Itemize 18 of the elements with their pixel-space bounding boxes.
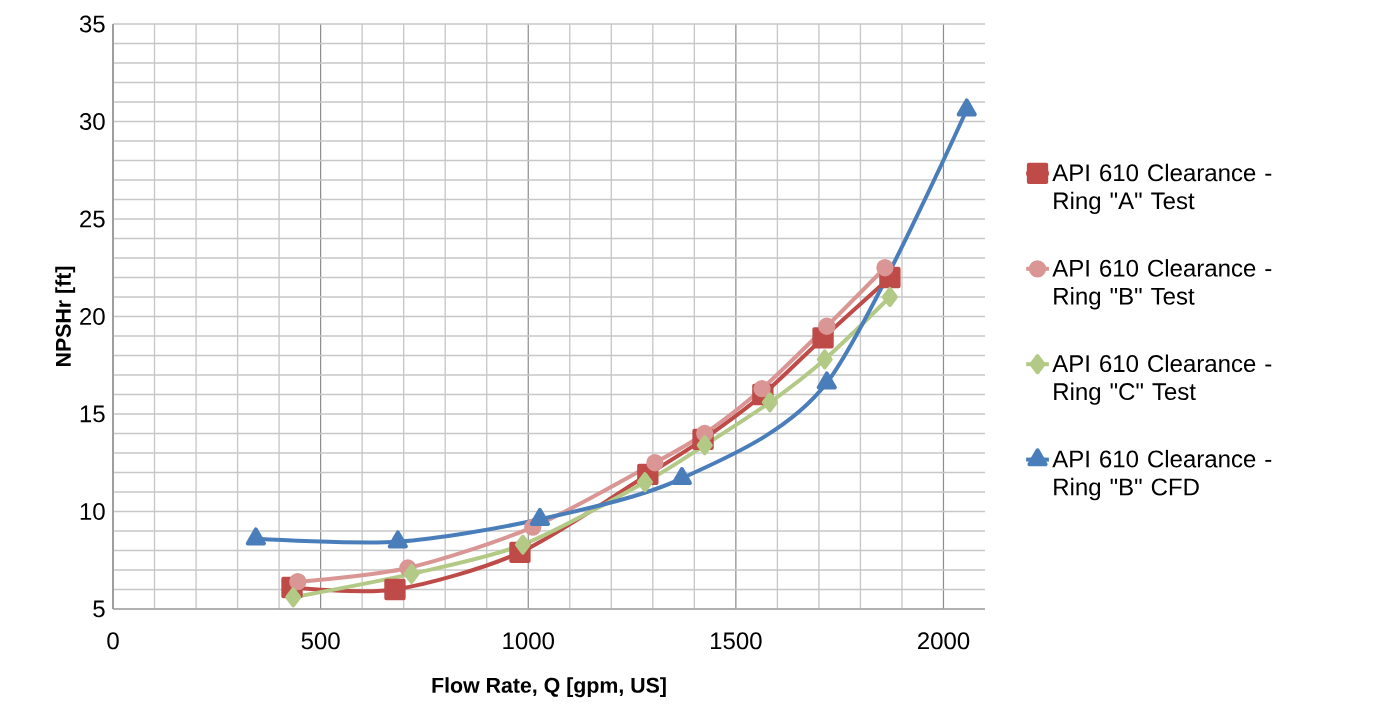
x-tick-label: 0 [107,632,119,650]
legend-label: API 610 Clearance - Ring "C" Test [1052,354,1272,405]
legend-label: API 610 Clearance - Ring "A" Test [1052,163,1272,215]
x-axis-title: Flow Rate, Q [gpm, US] [432,677,666,698]
y-tick-label: 10 [80,502,105,520]
y-tick-label: 30 [79,112,105,130]
legend-label: API 610 Clearance - Ring "B" CFD [1052,449,1272,501]
y-tick-label: 20 [80,307,105,325]
y-tick-label: 35 [79,15,105,33]
y-axis-title: NPSHr [ft] [55,266,76,367]
y-tick-label: 15 [80,405,105,423]
legend-label: API 610 Clearance - Ring "B" Test [1052,259,1272,310]
x-tick-label: 1000 [503,632,555,650]
x-tick-label: 1500 [710,632,762,650]
y-tick-label: 25 [80,210,105,228]
x-tick-label: 2000 [918,632,970,650]
x-tick-label: 500 [301,632,340,650]
y-tick-label: 5 [93,600,105,618]
